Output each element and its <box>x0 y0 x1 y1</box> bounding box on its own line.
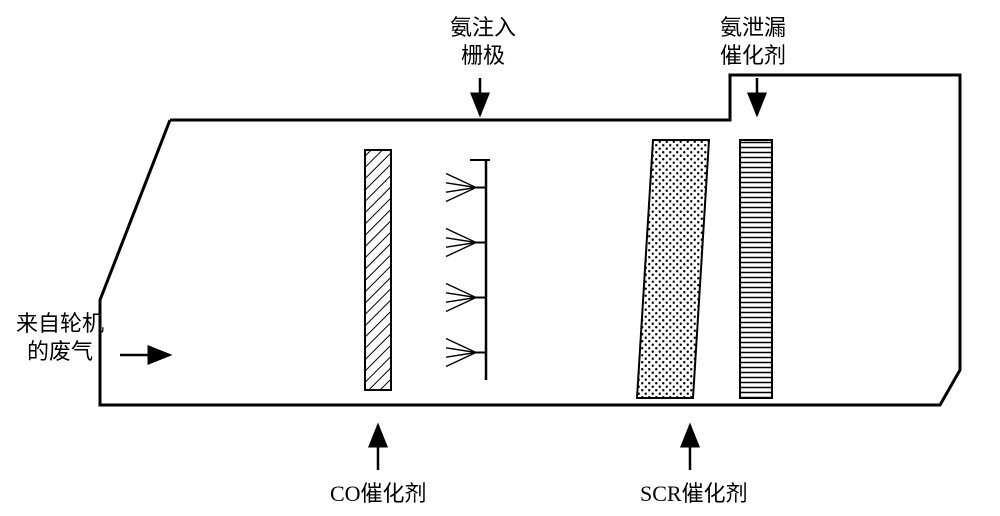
duct-svg <box>0 0 1000 516</box>
duct-outline <box>100 75 960 405</box>
co-catalyst <box>365 150 391 390</box>
label-ammonia-grid: 氨注入 栅极 <box>450 14 516 69</box>
diagram-root: 来自轮机 的废气 氨注入 栅极 氨泄漏 催化剂 CO催化剂 SCR催化剂 <box>0 0 1000 516</box>
label-inlet: 来自轮机 的废气 <box>16 310 104 365</box>
label-scr-catalyst: SCR催化剂 <box>640 480 748 508</box>
scr-catalyst <box>637 140 709 398</box>
label-ammonia-slip: 氨泄漏 催化剂 <box>720 14 786 69</box>
ammonia-slip-catalyst <box>740 140 772 398</box>
label-co-catalyst: CO催化剂 <box>330 480 427 508</box>
ammonia-injection-grid <box>446 160 490 380</box>
